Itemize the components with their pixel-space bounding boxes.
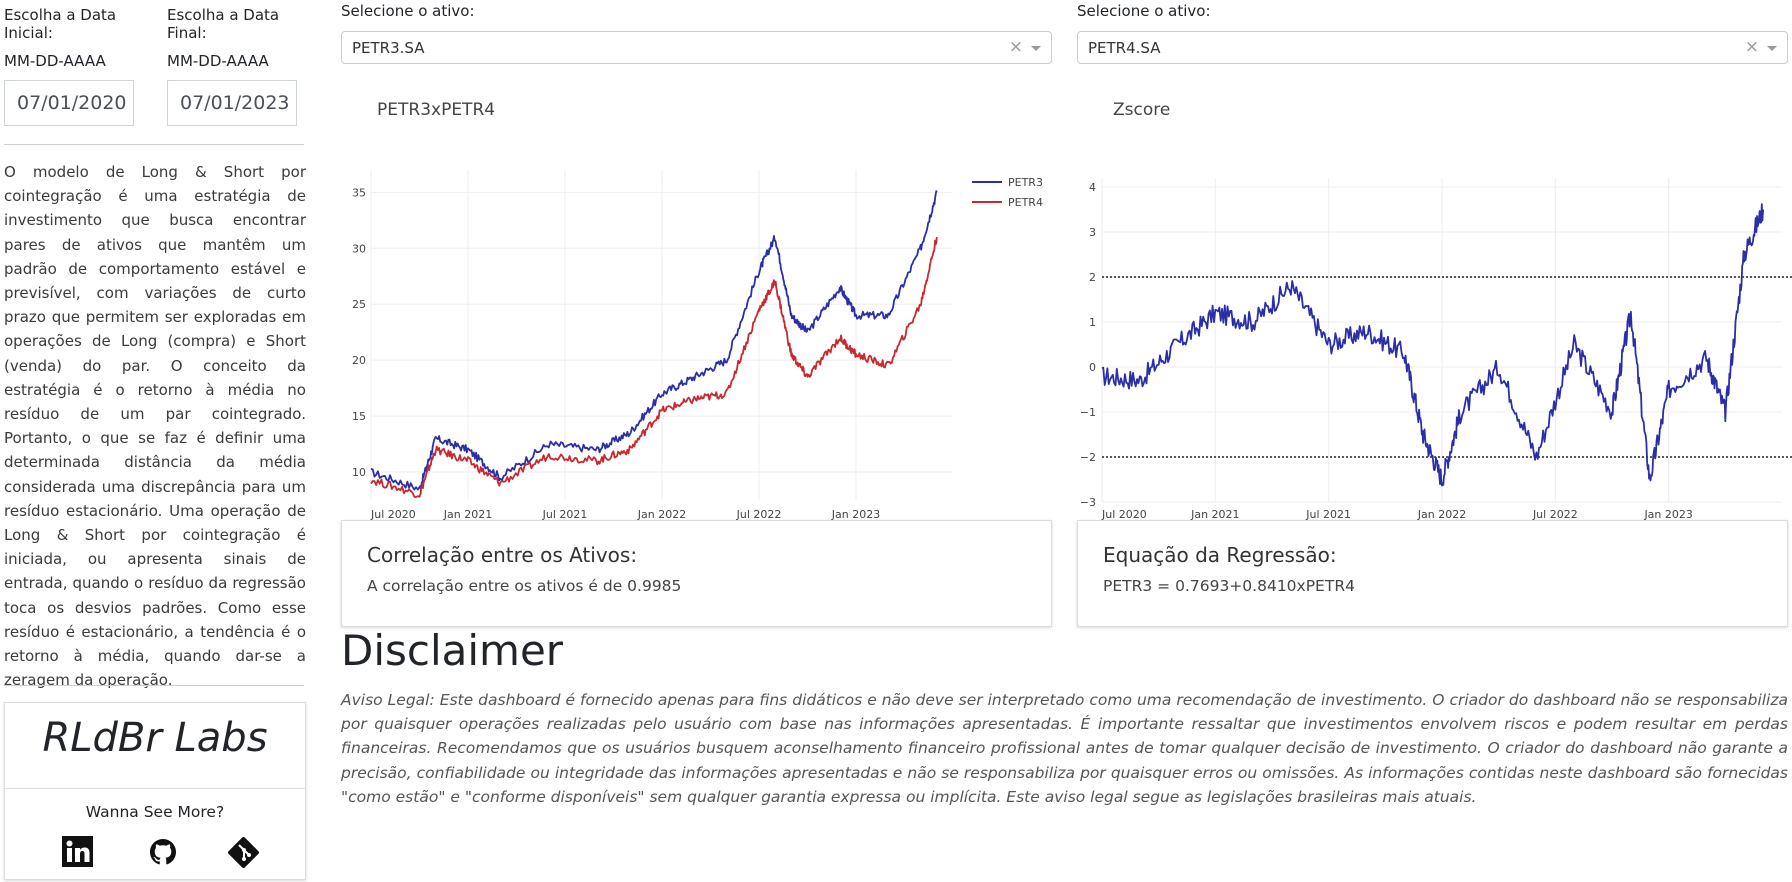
disclaimer-heading: Disclaimer [341,626,564,675]
y-tick-label: 10 [352,466,366,479]
asset-select-1-value: PETR3.SA [352,39,425,57]
x-tick-label: Jul 2022 [1532,508,1578,521]
sidebar-divider [4,144,304,145]
y-tick-label: 3 [1089,226,1096,239]
end-date-format: MM-DD-AAAA [167,52,269,70]
y-tick-label: 30 [352,242,366,255]
x-tick-label: Jul 2022 [736,508,782,521]
series-line-petr4 [370,237,938,498]
x-tick-label: Jul 2021 [542,508,588,521]
chevron-down-icon[interactable] [1031,46,1041,51]
github-icon[interactable] [150,839,176,865]
series-line-petr3 [370,190,938,491]
clear-icon[interactable]: × [1744,37,1759,57]
x-tick-label: Jan 2022 [637,508,686,521]
price-chart-title: PETR3xPETR4 [377,100,496,120]
regression-title: Equação da Regressão: [1103,543,1337,567]
x-tick-label: Jul 2020 [1101,508,1147,521]
legend-label: PETR3 [1008,176,1043,189]
regression-equation: PETR3 = 0.7693+0.8410xPETR4 [1103,577,1355,595]
linkedin-icon[interactable] [62,836,93,867]
y-tick-label: −1 [1080,406,1096,419]
y-tick-label: −3 [1080,496,1096,509]
see-more-label: Wanna See More? [85,803,225,821]
correlation-card: Correlação entre os Ativos: A correlação… [341,520,1052,627]
strategy-description: O modelo de Long & Short por cointegraçã… [4,163,306,690]
price-chart[interactable]: 10 15 20 25 30 35 Jul 2020 Jan 2021 Jul 2021 Jan … [330,160,1055,525]
disclaimer-text: Aviso Legal: Este dashboard é fornecido … [341,691,1788,806]
asset-select-2-value: PETR4.SA [1088,39,1161,57]
x-tick-label: Jul 2021 [1305,508,1351,521]
y-tick-label: 35 [352,186,366,199]
y-tick-label: 0 [1089,361,1096,374]
zscore-chart[interactable]: −3 −2 −1 0 1 2 3 4 Jul 2020 Jan 2021 Jul 2021 Jan 2… [1066,160,1792,525]
git-icon[interactable] [227,836,260,869]
y-tick-label: 15 [352,410,366,423]
asset-select-label-2: Selecione o ativo: [1077,2,1211,20]
start-date-format: MM-DD-AAAA [4,52,106,70]
asset-select-2[interactable]: PETR4.SA × [1077,31,1788,64]
zscore-chart-title: Zscore [1113,100,1171,120]
series-line-zscore [1101,203,1764,487]
x-tick-label: Jan 2021 [1190,508,1239,521]
clear-icon[interactable]: × [1008,37,1023,57]
brand-title: RLdBr Labs [42,715,268,761]
y-tick-label: 2 [1089,271,1096,284]
y-tick-label: 1 [1089,316,1096,329]
regression-card: Equação da Regressão: PETR3 = 0.7693+0.8… [1077,520,1788,627]
sidebar-divider [4,685,304,686]
y-tick-label: −2 [1080,451,1096,464]
x-tick-label: Jan 2023 [1643,508,1692,521]
x-tick-label: Jan 2021 [443,508,492,521]
correlation-value: A correlação entre os ativos é de 0.9985 [367,577,682,595]
chevron-down-icon[interactable] [1767,46,1777,51]
y-tick-label: 25 [352,298,366,311]
x-tick-label: Jan 2022 [1417,508,1466,521]
legend-label: PETR4 [1008,196,1043,209]
x-tick-label: Jul 2020 [370,508,416,521]
x-tick-label: Jan 2023 [831,508,880,521]
brand-divider [5,788,305,789]
end-date-label: Escolha a Data Final: [167,6,280,42]
end-date-input[interactable]: 07/01/2023 [167,80,297,126]
start-date-input[interactable]: 07/01/2020 [4,80,134,126]
start-date-label: Escolha a Data Inicial: [4,6,117,42]
asset-select-label-1: Selecione o ativo: [341,2,475,20]
correlation-title: Correlação entre os Ativos: [367,543,638,567]
y-tick-label: 20 [352,354,366,367]
asset-select-1[interactable]: PETR3.SA × [341,31,1052,64]
y-tick-label: 4 [1089,181,1096,194]
brand-card: RLdBr Labs Wanna See More? [4,702,306,880]
